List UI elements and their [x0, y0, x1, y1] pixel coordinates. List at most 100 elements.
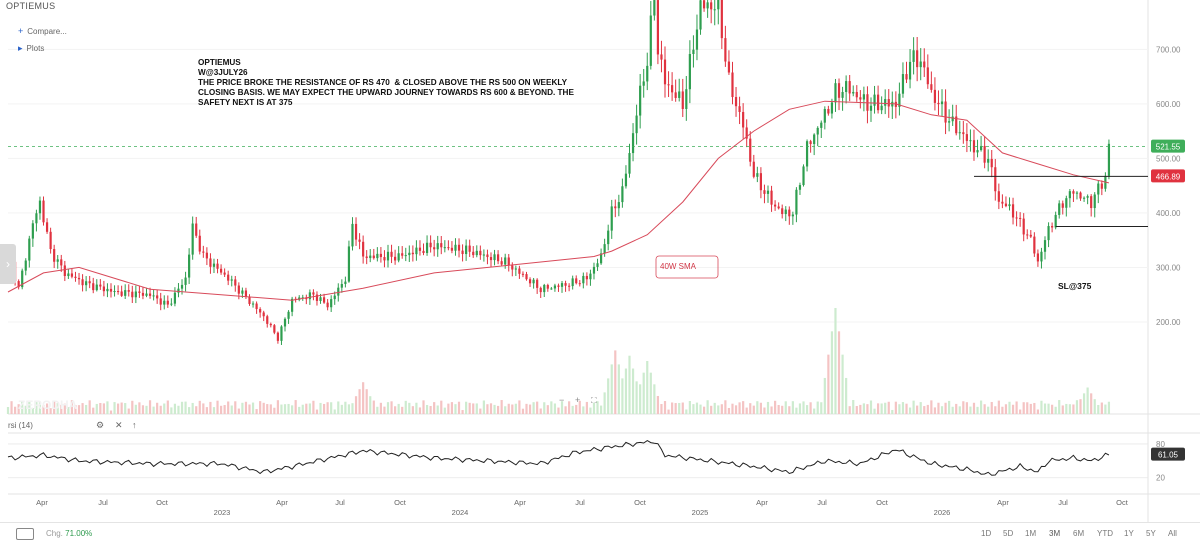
rsi-panel: rsi (14) ⚙ ✕ ↑ 20 80 61.05 — [7, 420, 1185, 483]
period-1y[interactable]: 1Y — [1124, 529, 1134, 538]
volume-bar — [482, 400, 485, 414]
volume-bar — [56, 403, 59, 414]
plots-button[interactable]: ▸ Plots — [18, 43, 44, 54]
candle-body — [209, 258, 212, 267]
candle-body — [695, 29, 699, 50]
sma-annotation-label: 40W SMA — [660, 262, 697, 271]
volume-bar — [362, 382, 365, 414]
volume-bar — [727, 407, 731, 414]
volume-bar — [578, 400, 581, 414]
candle-body — [859, 97, 862, 100]
candle-body — [1054, 214, 1057, 228]
candle-body — [948, 121, 951, 123]
volume-bar — [852, 400, 855, 414]
year-label: 2026 — [934, 508, 951, 517]
month-label: Oct — [634, 498, 647, 507]
volume-bar — [784, 401, 787, 414]
level-price-badge-bg — [1151, 169, 1185, 183]
volume-bar — [891, 409, 894, 414]
keyboard-icon[interactable] — [16, 528, 34, 540]
candle-body — [390, 251, 393, 257]
volume-bar — [855, 406, 858, 414]
candle-body — [720, 0, 723, 39]
period-all[interactable]: All — [1168, 529, 1177, 538]
candle-body — [1019, 217, 1022, 219]
candle-body — [795, 189, 798, 215]
volume-bar — [99, 403, 102, 414]
period-3m[interactable]: 3M — [1049, 529, 1061, 538]
volume-bar — [390, 401, 393, 414]
volume-bar — [994, 406, 997, 414]
volume-bar — [248, 404, 251, 414]
volume-bar — [266, 404, 269, 414]
volume-bar — [141, 405, 145, 414]
candle-body — [1008, 204, 1011, 207]
volume-bar — [592, 402, 596, 414]
candle-body — [550, 288, 553, 290]
period-5d[interactable]: 5D — [1003, 529, 1014, 538]
candle-body — [507, 257, 510, 266]
candle-body — [646, 65, 649, 82]
candle-body — [518, 268, 521, 274]
volume-bar — [308, 403, 311, 414]
candle-body — [394, 256, 397, 261]
candle-body — [365, 256, 368, 259]
volume-bar — [67, 407, 70, 414]
candle-body — [273, 325, 276, 333]
volume-bar — [1029, 403, 1032, 414]
candle-body — [805, 141, 809, 167]
period-1m[interactable]: 1M — [1025, 529, 1037, 538]
candle-body — [212, 263, 216, 267]
volume-bar — [195, 406, 198, 414]
volume-bar — [156, 402, 159, 414]
volume-bar — [898, 404, 901, 414]
candle-body — [74, 276, 77, 278]
candle-body — [1033, 236, 1036, 254]
candle-body — [49, 231, 52, 250]
volume-bar — [717, 405, 720, 414]
volume-bar — [830, 331, 834, 414]
candle-body — [472, 251, 475, 256]
volume-bar — [63, 403, 66, 414]
candle-body — [898, 93, 901, 107]
volume-bar — [781, 405, 784, 414]
period-ytd[interactable]: YTD — [1097, 529, 1113, 538]
note-line: THE PRICE BROKE THE RESISTANCE OF RS 470… — [198, 78, 568, 87]
volume-bar — [269, 404, 272, 414]
period-6m[interactable]: 6M — [1073, 529, 1085, 538]
volume-bar — [454, 404, 457, 414]
candle-body — [933, 89, 937, 103]
candle-body — [692, 49, 695, 55]
volume-bar — [472, 403, 475, 414]
candle-body — [983, 145, 986, 163]
volume-bar — [749, 403, 752, 414]
volume-bar — [1068, 404, 1071, 414]
chevron-right-icon[interactable]: › — [0, 244, 16, 284]
volume-bar — [291, 405, 294, 414]
volume-bar — [543, 402, 546, 414]
volume-bar — [685, 409, 688, 414]
chart-note: OPTIEMUS W@3JULY26 THE PRICE BROKE THE R… — [198, 58, 618, 108]
candle-body — [923, 61, 926, 68]
month-label: Oct — [156, 498, 169, 507]
candle-body — [834, 83, 837, 103]
volume-bar — [1107, 401, 1111, 414]
candle-body — [418, 247, 422, 251]
volume-bar — [614, 350, 617, 414]
candle-body — [156, 295, 159, 299]
candle-body — [38, 200, 42, 214]
volume-bar — [219, 405, 223, 414]
volume-bar — [92, 407, 95, 414]
candle-body — [287, 311, 290, 319]
candle-body — [816, 127, 819, 135]
volume-bar — [294, 400, 297, 414]
volume-bar — [6, 407, 10, 414]
period-5y[interactable]: 5Y — [1146, 529, 1156, 538]
candle-body — [514, 268, 517, 270]
candle-body — [1100, 183, 1103, 189]
period-1d[interactable]: 1D — [981, 529, 992, 538]
volume-bar — [536, 401, 539, 414]
volume-bar — [770, 406, 773, 414]
compare-button[interactable]: + Compare... — [18, 26, 67, 36]
